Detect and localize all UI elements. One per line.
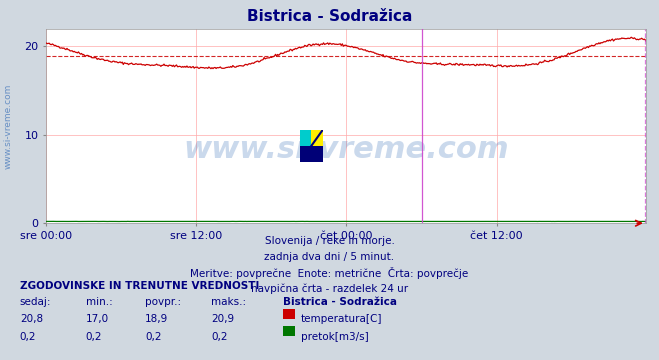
Text: sedaj:: sedaj: bbox=[20, 297, 51, 307]
Text: ZGODOVINSKE IN TRENUTNE VREDNOSTI: ZGODOVINSKE IN TRENUTNE VREDNOSTI bbox=[20, 281, 259, 291]
Bar bbox=[300, 130, 312, 146]
Text: maks.:: maks.: bbox=[211, 297, 246, 307]
Bar bbox=[312, 146, 323, 162]
Bar bbox=[300, 146, 312, 162]
Text: 20,8: 20,8 bbox=[20, 314, 43, 324]
Text: temperatura[C]: temperatura[C] bbox=[301, 314, 382, 324]
Text: Bistrica - Sodražica: Bistrica - Sodražica bbox=[283, 297, 397, 307]
Text: 20,9: 20,9 bbox=[211, 314, 234, 324]
Text: Meritve: povprečne  Enote: metrične  Črta: povprečje: Meritve: povprečne Enote: metrične Črta:… bbox=[190, 267, 469, 279]
Text: pretok[m3/s]: pretok[m3/s] bbox=[301, 332, 368, 342]
Text: 0,2: 0,2 bbox=[211, 332, 227, 342]
Text: www.si-vreme.com: www.si-vreme.com bbox=[3, 83, 13, 169]
Bar bbox=[312, 130, 323, 146]
Text: 0,2: 0,2 bbox=[86, 332, 102, 342]
Text: 0,2: 0,2 bbox=[20, 332, 36, 342]
Text: zadnja dva dni / 5 minut.: zadnja dva dni / 5 minut. bbox=[264, 252, 395, 262]
Text: min.:: min.: bbox=[86, 297, 113, 307]
Text: povpr.:: povpr.: bbox=[145, 297, 181, 307]
Text: 17,0: 17,0 bbox=[86, 314, 109, 324]
Text: 0,2: 0,2 bbox=[145, 332, 161, 342]
Text: Bistrica - Sodražica: Bistrica - Sodražica bbox=[247, 9, 412, 24]
Text: Slovenija / reke in morje.: Slovenija / reke in morje. bbox=[264, 236, 395, 246]
Text: www.si-vreme.com: www.si-vreme.com bbox=[183, 135, 509, 164]
Text: navpična črta - razdelek 24 ur: navpična črta - razdelek 24 ur bbox=[251, 283, 408, 294]
Text: 18,9: 18,9 bbox=[145, 314, 168, 324]
